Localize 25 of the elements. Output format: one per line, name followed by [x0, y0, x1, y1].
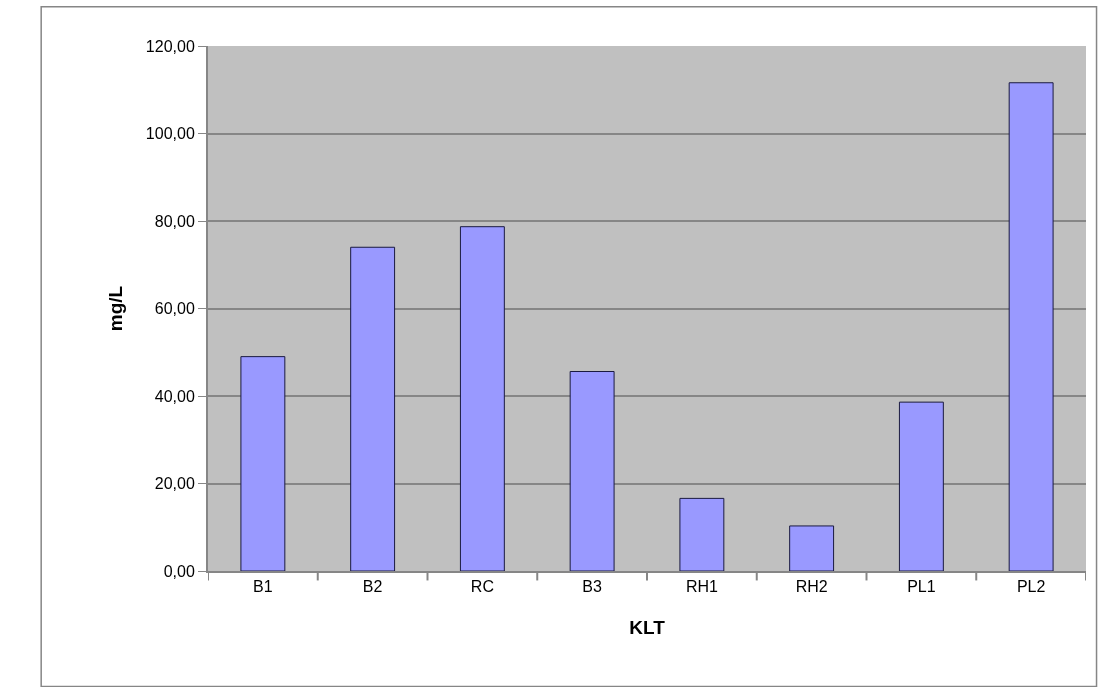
y-tick-label: 100,00: [145, 125, 195, 143]
x-tick-label: PL1: [907, 578, 936, 596]
y-tick-label: 40,00: [154, 387, 195, 405]
y-tick-label: 60,00: [154, 300, 195, 318]
bar: [459, 226, 505, 571]
x-tick-label: B1: [253, 578, 273, 596]
x-tick-label: PL2: [1016, 578, 1046, 596]
bar: [898, 401, 944, 571]
x-tick-label: RH2: [795, 578, 828, 596]
bar: [789, 525, 835, 571]
bar: [569, 371, 615, 571]
x-tick-label: RC: [470, 578, 494, 596]
y-axis-title: mg/L: [105, 285, 127, 332]
bar: [350, 246, 396, 571]
x-tick-label: B2: [362, 578, 383, 596]
x-tick-label: RH1: [685, 578, 718, 596]
y-tick-label: 80,00: [154, 212, 195, 230]
bar: [240, 356, 286, 571]
y-tick-label: 20,00: [154, 475, 195, 493]
y-tick-label: 0,00: [163, 562, 195, 580]
bar: [679, 497, 725, 571]
x-tick-label: B3: [582, 578, 603, 596]
x-axis-title: KLT: [629, 616, 666, 638]
bar: [1008, 82, 1054, 571]
y-tick-label: 120,00: [145, 37, 195, 55]
